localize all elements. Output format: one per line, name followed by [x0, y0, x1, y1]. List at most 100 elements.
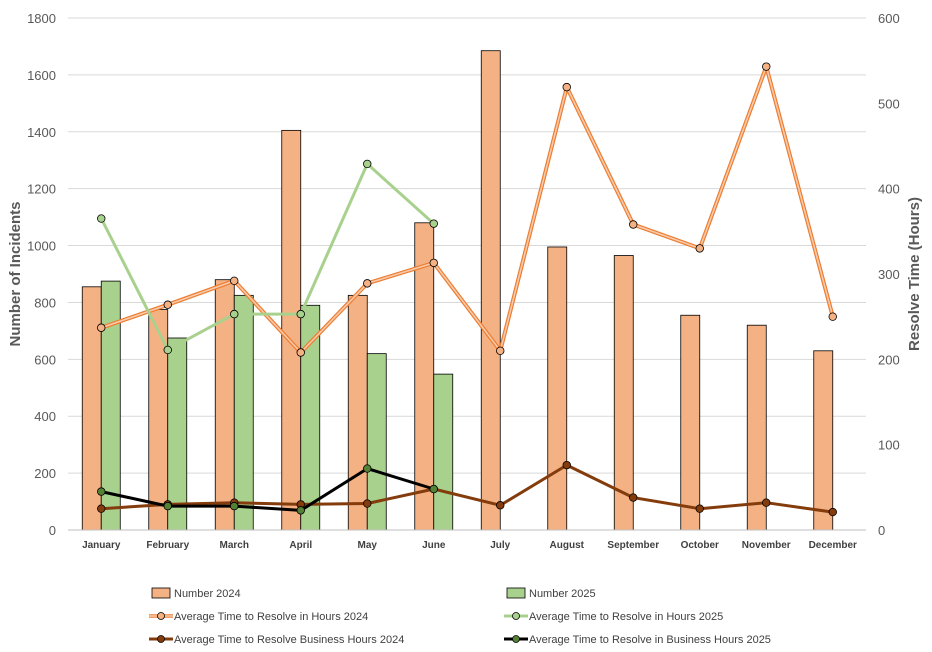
- legend-item: Average Time to Resolve in Hours 2025: [504, 611, 723, 623]
- x-tick-label: November: [742, 540, 791, 551]
- y-axis-title: Number of Incidents: [7, 201, 24, 346]
- data-point: [363, 464, 372, 473]
- bar: [233, 294, 254, 531]
- series-line: [100, 467, 435, 512]
- legend-label: Number 2025: [529, 588, 596, 600]
- y2-tick-label: 500: [878, 96, 900, 111]
- x-tick-label: April: [289, 540, 312, 551]
- gridlines: [68, 17, 866, 474]
- x-tick-label: December: [809, 540, 857, 551]
- data-point: [629, 493, 638, 502]
- legend-label: Average Time to Resolve in Hours 2024: [174, 611, 368, 623]
- legend-label: Average Time to Resolve Business Hours 2…: [174, 634, 404, 646]
- data-point: [429, 484, 438, 494]
- data-point: [230, 276, 239, 286]
- data-point: [97, 214, 106, 223]
- x-tick-label: September: [607, 540, 659, 551]
- bar: [167, 337, 188, 531]
- y-tick-label: 1400: [27, 125, 56, 140]
- y2-tick-label: 300: [878, 267, 900, 282]
- series-line: [99, 162, 435, 352]
- legend-label: Average Time to Resolve in Hours 2025: [529, 611, 723, 623]
- x-tick-label: July: [490, 540, 510, 551]
- y-tick-label: 600: [34, 352, 56, 367]
- data-point: [296, 506, 305, 515]
- data-point: [296, 348, 305, 357]
- legend-item: Average Time to Resolve in Hours 2024: [149, 611, 368, 623]
- data-point: [97, 504, 106, 513]
- data-point: [163, 501, 172, 511]
- legend-item: Number 2024: [151, 587, 241, 600]
- x-tick-label: August: [550, 540, 585, 551]
- legend-label: Number 2024: [174, 588, 241, 600]
- bar: [746, 324, 767, 531]
- data-point: [230, 309, 239, 319]
- y-tick-label: 0: [49, 523, 56, 538]
- x-tick-label: January: [82, 540, 121, 551]
- legend-marker: [157, 635, 165, 643]
- data-point: [695, 504, 704, 513]
- bar: [281, 129, 302, 531]
- legend-marker: [512, 635, 520, 643]
- bar: [680, 314, 701, 531]
- bar: [433, 373, 454, 531]
- y-tick-label: 1000: [27, 239, 56, 254]
- data-point: [363, 159, 372, 169]
- data-point: [97, 487, 106, 496]
- legend-marker: [512, 612, 520, 620]
- y-tick-label: 1600: [27, 68, 56, 83]
- series-line: [101, 463, 834, 514]
- x-tick-label: February: [146, 540, 189, 551]
- bar: [480, 50, 501, 531]
- y-tick-label: 400: [34, 409, 56, 424]
- y-tick-label: 200: [34, 466, 56, 481]
- data-point: [163, 300, 172, 309]
- data-point: [363, 279, 372, 288]
- legend-item: Average Time to Resolve Business Hours 2…: [149, 634, 404, 646]
- data-point: [429, 258, 438, 268]
- data-point: [230, 501, 239, 511]
- data-point: [296, 309, 305, 319]
- bar: [347, 294, 368, 531]
- data-point: [828, 507, 837, 517]
- legend-label: Average Time to Resolve in Business Hour…: [529, 634, 771, 646]
- series-line: [101, 65, 834, 354]
- data-point: [363, 499, 372, 508]
- data-point: [496, 501, 505, 510]
- x-axis-ticks: January February March April May June July Augu…: [82, 540, 857, 551]
- y2-tick-label: 600: [878, 11, 900, 26]
- y2-tick-label: 0: [878, 523, 885, 538]
- data-point: [496, 346, 505, 355]
- left-axis-ticks: 0 200 400 600 800 1000 1200 1400 1600 1800: [27, 11, 56, 538]
- bar: [547, 246, 568, 531]
- data-point: [695, 244, 704, 253]
- legend-item: Average Time to Resolve in Business Hour…: [504, 634, 771, 646]
- data-point: [562, 460, 571, 470]
- series-line-outline: [100, 64, 835, 355]
- y2-tick-label: 100: [878, 438, 900, 453]
- legend-swatch: [151, 587, 171, 599]
- y-tick-label: 1800: [27, 11, 56, 26]
- data-point: [562, 82, 571, 92]
- data-point: [429, 219, 438, 228]
- data-point: [828, 312, 837, 321]
- y2-axis-title: Resolve Time (Hours): [906, 197, 923, 351]
- x-tick-label: October: [681, 540, 719, 551]
- y2-tick-label: 200: [878, 352, 900, 367]
- y-tick-label: 800: [34, 295, 56, 310]
- y-tick-label: 1200: [27, 182, 56, 197]
- y2-tick-label: 400: [878, 182, 900, 197]
- bars: [81, 50, 834, 531]
- data-point: [762, 62, 771, 71]
- series-lines: [97, 62, 837, 517]
- x-tick-label: May: [358, 540, 378, 551]
- data-point: [97, 323, 106, 332]
- legend-swatch: [506, 587, 526, 599]
- legend-item: Number 2025: [506, 587, 596, 600]
- legend: Number 2024 Number 2025 Average Time to Re…: [149, 587, 771, 646]
- x-tick-label: March: [220, 540, 249, 551]
- data-point: [762, 498, 771, 507]
- bar: [813, 350, 834, 531]
- x-tick-label: June: [422, 540, 446, 551]
